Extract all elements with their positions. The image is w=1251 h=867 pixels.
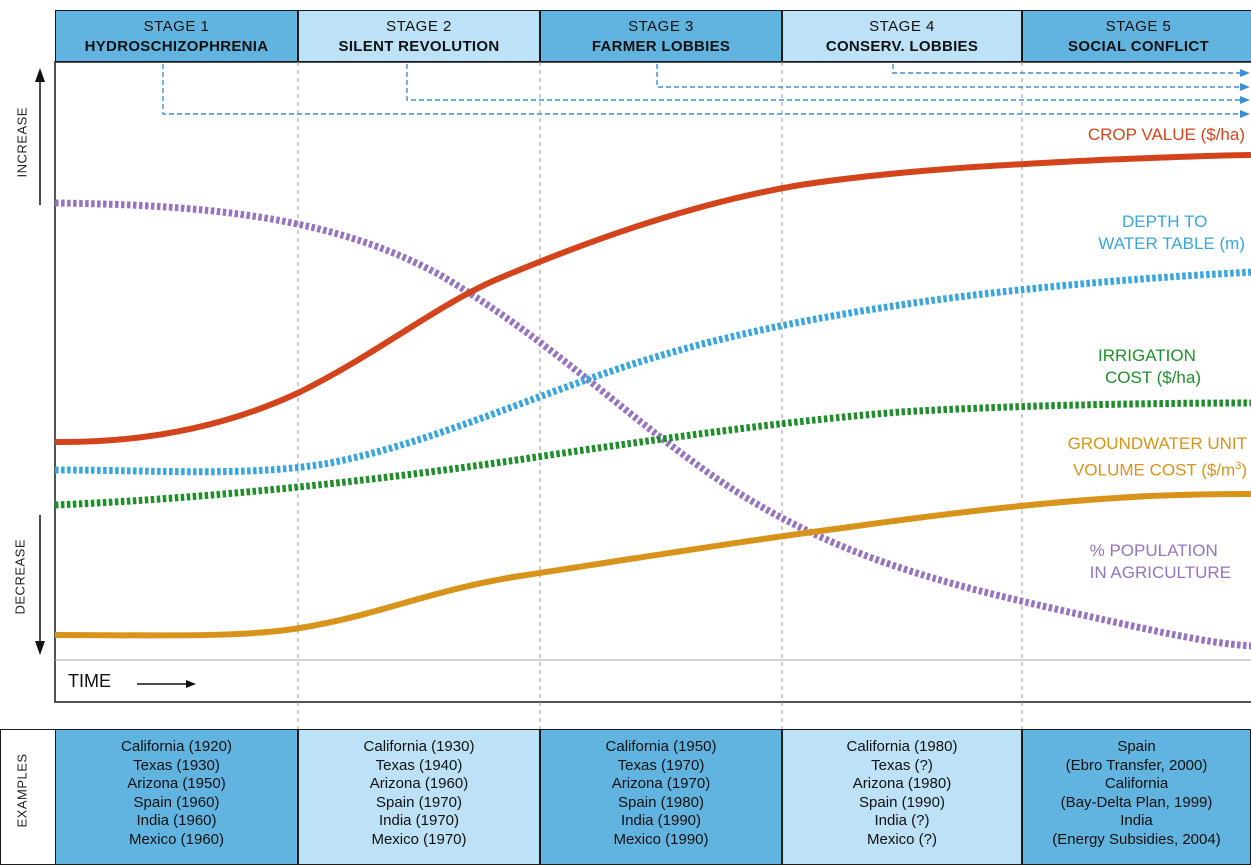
example-item: California (1930): [363, 738, 475, 755]
stage-box-4: STAGE 4 CONSERV. LOBBIES: [782, 10, 1022, 62]
stage-arrow-4: [892, 64, 1240, 74]
irrigation-label-line-2: COST ($/ha): [1104, 368, 1201, 387]
increase-arrow: [35, 68, 45, 205]
stage-dividers: [297, 62, 1023, 729]
depth-water-table-curve: [54, 268, 1251, 476]
stage-name: SILENT REVOLUTION: [338, 38, 500, 55]
example-item: India (1970): [378, 812, 460, 829]
example-item: Mexico (1970): [371, 830, 467, 848]
plot-frame: [54, 61, 1251, 703]
example-item: Spain (1960): [133, 793, 220, 811]
examples-box-2: California (1930) Texas (1940) Arizona (…: [298, 729, 540, 865]
example-item: Arizona (1960): [369, 775, 469, 792]
example-item: Mexico (1990): [613, 830, 709, 848]
stage-arrow-1: [162, 64, 1240, 115]
examples-box-1: California (1920) Texas (1930) Arizona (…: [55, 729, 298, 865]
irrigation-cost-curve: [54, 399, 1251, 509]
example-item: Mexico (?): [866, 830, 937, 848]
groundwater-cost-curve: [54, 491, 1251, 639]
stage-name: SOCIAL CONFLICT: [1068, 38, 1209, 55]
example-item: Spain: [1117, 738, 1156, 755]
example-item: Texas (1940): [375, 756, 463, 774]
example-item: California (1950): [605, 738, 717, 755]
stage-box-1: STAGE 1 HYDROSCHIZOPHRENIA: [55, 10, 298, 62]
crop-value-label-text: CROP VALUE ($/ha): [1087, 125, 1245, 144]
increase-label: INCREASE: [14, 107, 30, 178]
stage-box-2: STAGE 2 SILENT REVOLUTION: [298, 10, 540, 62]
irrigation-label-line-1: IRRIGATION: [1098, 346, 1196, 365]
depth-water-table-label: DEPTH TO WATER TABLE (m): [1098, 211, 1245, 255]
stage-box-5: STAGE 5 SOCIAL CONFLICT: [1022, 10, 1251, 62]
time-label: TIME: [68, 671, 111, 691]
example-item: India (1960): [136, 812, 217, 829]
example-item: Arizona (1980): [852, 775, 952, 792]
depth-label-line-1: DEPTH TO: [1121, 212, 1208, 231]
example-item: India (?): [874, 812, 930, 829]
example-item: Texas (?): [871, 756, 933, 774]
stage-arrowhead-3: [1240, 83, 1250, 91]
example-item: India (1990): [620, 812, 702, 829]
stage-name: FARMER LOBBIES: [591, 38, 731, 55]
example-item: Spain (1970): [376, 793, 462, 811]
stage-number: STAGE 1: [143, 18, 210, 35]
example-item: Arizona (1950): [127, 775, 226, 792]
examples-box-4: California (1980) Texas (?) Arizona (198…: [782, 729, 1022, 865]
stage-box-3: STAGE 3 FARMER LOBBIES: [540, 10, 782, 62]
stage-number: STAGE 5: [1105, 18, 1172, 35]
examples-box-5: Spain (Ebro Transfer, 2000) California (…: [1022, 729, 1251, 865]
irrigation-cost-label: IRRIGATION COST ($/ha): [1085, 345, 1201, 389]
groundwater-cost-label: GROUNDWATER UNIT VOLUME COST ($/m3): [1068, 433, 1247, 482]
example-item: Mexico (1960): [128, 830, 225, 848]
decrease-label: DECREASE: [12, 538, 28, 615]
stage-arrow-2: [406, 64, 1240, 101]
example-item: (Ebro Transfer, 2000): [1065, 756, 1208, 774]
example-item: (Bay-Delta Plan, 1999): [1060, 793, 1213, 811]
stage-name: HYDROSCHIZOPHRENIA: [84, 38, 269, 55]
groundwater-label-line-1: GROUNDWATER UNIT: [1067, 434, 1247, 453]
depth-label-line-2: WATER TABLE (m): [1098, 234, 1245, 253]
examples-box-3: California (1950) Texas (1970) Arizona (…: [540, 729, 782, 865]
example-item: California (1920): [121, 738, 232, 755]
decrease-arrow: [35, 515, 45, 655]
example-item: Spain (1980): [618, 793, 704, 811]
stage-number: STAGE 4: [869, 18, 935, 35]
crop-value-label: CROP VALUE ($/ha): [1088, 124, 1245, 146]
population-label-line-1: % POPULATION: [1089, 541, 1218, 560]
example-item: Spain (1990): [859, 793, 945, 811]
population-label: % POPULATION IN AGRICULTURE: [1090, 540, 1231, 584]
stage-arrow-3: [656, 64, 1240, 88]
example-item: (Energy Subsidies, 2004): [1052, 830, 1221, 848]
time-arrow: [137, 680, 196, 688]
stage-arrowhead-2: [1240, 96, 1250, 104]
example-item: India: [1120, 812, 1153, 829]
crop-value-curve: [54, 152, 1251, 446]
stage-number: STAGE 2: [386, 18, 452, 35]
stage-arrowhead-1: [1240, 110, 1250, 118]
example-item: California (1980): [846, 738, 958, 755]
groundwater-label-line-2: VOLUME COST ($/m3): [1073, 460, 1247, 480]
stage-number: STAGE 3: [628, 18, 694, 35]
example-item: Texas (1930): [133, 756, 220, 774]
examples-frame: [0, 729, 56, 865]
stage-arrowhead-4: [1240, 69, 1250, 77]
example-item: Texas (1970): [617, 756, 705, 774]
example-item: California: [1104, 775, 1169, 792]
population-label-line-2: IN AGRICULTURE: [1089, 563, 1231, 582]
stage-arrows: [162, 64, 1240, 115]
stage-arrowheads: [1240, 69, 1250, 118]
population-curve: [54, 199, 1251, 650]
stage-name: CONSERV. LOBBIES: [825, 38, 979, 55]
example-item: Arizona (1970): [611, 775, 711, 792]
